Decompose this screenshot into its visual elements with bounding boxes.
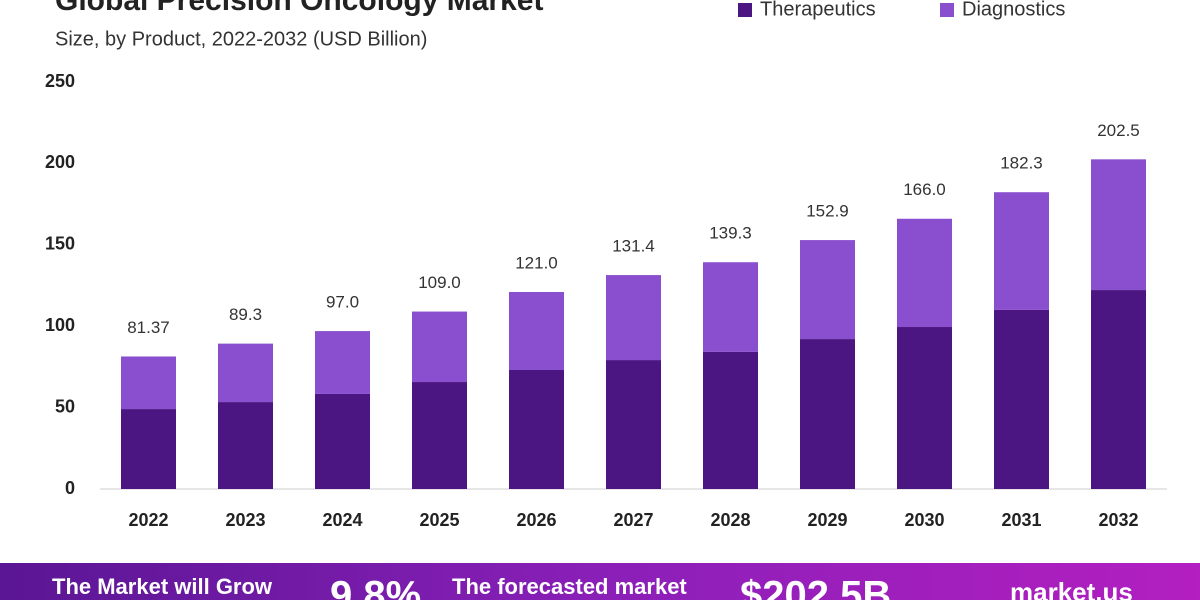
bar-segment: [121, 409, 176, 489]
legend-label: Therapeutics: [760, 0, 876, 20]
total-label: 109.0: [418, 273, 461, 292]
banner-cagr: 9.8%: [330, 574, 421, 600]
bar-segment: [121, 356, 176, 410]
y-tick-label: 250: [45, 71, 75, 91]
x-tick-label: 2032: [1098, 510, 1138, 530]
bar-segment: [218, 343, 273, 403]
total-label: 89.3: [229, 305, 262, 324]
x-tick-label: 2022: [128, 510, 168, 530]
x-tick-label: 2027: [613, 510, 653, 530]
bar-segment: [412, 382, 467, 489]
bar-segment: [1091, 290, 1146, 489]
x-tick-label: 2026: [516, 510, 556, 530]
total-label: 182.3: [1000, 154, 1043, 173]
legend-label: Diagnostics: [962, 0, 1065, 20]
y-tick-label: 50: [55, 396, 75, 416]
bar-segment: [509, 369, 564, 489]
bar-segment: [994, 192, 1049, 310]
bar-segment: [897, 218, 952, 328]
banner-text: The forecasted market: [452, 574, 687, 599]
bar-segment: [897, 327, 952, 489]
bar-segment: [315, 331, 370, 394]
x-tick-label: 2030: [904, 510, 944, 530]
x-tick-label: 2028: [710, 510, 750, 530]
bar-segment: [800, 339, 855, 489]
chart-subtitle: Size, by Product, 2022-2032 (USD Billion…: [55, 28, 427, 50]
bar-segment: [1091, 159, 1146, 291]
bar-segment: [509, 292, 564, 370]
bar-segment: [606, 275, 661, 361]
x-tick-label: 2024: [322, 510, 362, 530]
y-tick-label: 0: [65, 478, 75, 498]
total-label: 152.9: [806, 202, 849, 221]
banner: [0, 563, 1200, 600]
total-label: 121.0: [515, 253, 558, 272]
x-tick-label: 2023: [225, 510, 265, 530]
legend-swatch: [738, 3, 752, 17]
y-tick-label: 100: [45, 315, 75, 335]
bar-segment: [315, 393, 370, 489]
bar-segment: [703, 351, 758, 489]
total-label: 97.0: [326, 293, 359, 312]
banner-text: The Market will Grow: [52, 574, 273, 599]
bar-segment: [606, 360, 661, 489]
bar-segment: [994, 309, 1049, 489]
bar-segment: [800, 240, 855, 340]
total-label: 131.4: [612, 237, 655, 256]
x-tick-label: 2031: [1001, 510, 1041, 530]
legend-swatch: [940, 3, 954, 17]
bar-segment: [412, 311, 467, 383]
total-label: 81.37: [127, 318, 170, 337]
banner-brand: market.us: [1010, 577, 1133, 600]
chart-title: Global Precision Oncology Market: [55, 0, 543, 17]
y-tick-label: 200: [45, 152, 75, 172]
bar-segment: [218, 402, 273, 489]
total-label: 166.0: [903, 180, 946, 199]
y-tick-label: 150: [45, 234, 75, 254]
total-label: 139.3: [709, 224, 752, 243]
banner-value: $202.5B: [740, 574, 891, 600]
total-label: 202.5: [1097, 121, 1140, 140]
x-tick-label: 2025: [419, 510, 459, 530]
x-tick-label: 2029: [807, 510, 847, 530]
bar-segment: [703, 262, 758, 352]
